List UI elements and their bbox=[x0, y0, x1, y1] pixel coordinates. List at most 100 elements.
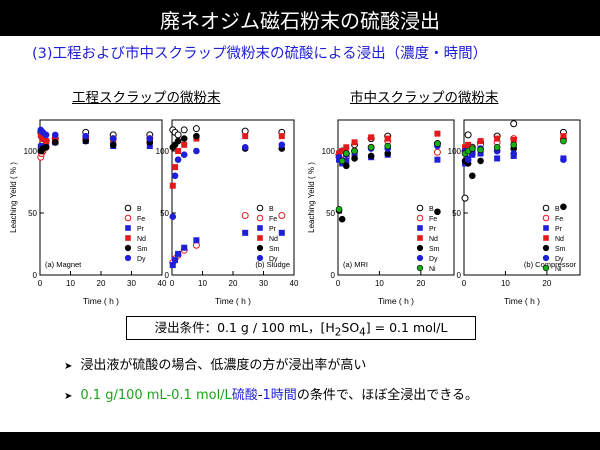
legend-marker-ni bbox=[542, 264, 550, 272]
legend-marker-fe bbox=[124, 214, 132, 222]
data-point-pr bbox=[494, 155, 501, 162]
data-point-pr bbox=[278, 229, 285, 236]
data-point-dy bbox=[510, 150, 518, 157]
y-axis-label: Leaching Yeild ( % ) bbox=[9, 162, 18, 233]
data-point-nd bbox=[384, 135, 391, 142]
x-tick-label: 10 bbox=[501, 279, 510, 288]
legend-label-ni: Ni bbox=[555, 266, 562, 273]
legend-marker-ni bbox=[416, 264, 424, 272]
y-tick-label: 0 bbox=[331, 271, 336, 280]
data-point-ni bbox=[351, 147, 358, 155]
data-point-nd bbox=[343, 144, 350, 151]
bullet-2-time: 1時間 bbox=[262, 388, 297, 403]
data-point-ni bbox=[510, 141, 518, 149]
condition-sub-4: 4 bbox=[359, 326, 366, 339]
legend-label-pr: Pr bbox=[555, 226, 563, 233]
data-point-b bbox=[510, 120, 518, 128]
legend-marker-pr bbox=[543, 225, 549, 231]
x-tick-label: 0 bbox=[38, 279, 43, 288]
data-point-ni bbox=[560, 137, 567, 145]
data-point-nd bbox=[477, 138, 484, 145]
legend-label-dy: Dy bbox=[137, 256, 146, 263]
condition-suffix: ] = 0.1 mol/L bbox=[365, 320, 448, 335]
x-tick-label: 20 bbox=[416, 279, 425, 288]
data-point-nd bbox=[462, 144, 469, 151]
legend-label-nd: Nd bbox=[429, 236, 438, 243]
data-point-ni bbox=[342, 150, 350, 157]
legend-label-nd: Nd bbox=[555, 236, 564, 243]
data-point-sm bbox=[434, 208, 441, 216]
x-tick-label: 30 bbox=[259, 279, 268, 288]
section-title-market-scrap: 市中スクラップの微粉末 bbox=[350, 90, 499, 106]
bullet-1: ➤ 浸出液が硫酸の場合、低濃度の方が浸出率が高い bbox=[64, 354, 366, 373]
plot-frame bbox=[337, 119, 455, 276]
condition-mid: SO bbox=[341, 320, 360, 335]
legend-marker-nd bbox=[257, 235, 263, 241]
legend-marker-dy bbox=[124, 254, 132, 262]
y-tick-label: 50 bbox=[160, 209, 169, 218]
y-tick-label: 100 bbox=[448, 147, 462, 156]
panel-label: (b) Sludge bbox=[255, 260, 290, 269]
x-tick-label: 0 bbox=[336, 279, 341, 288]
bullet-2: ➤ 0.1 g/100 mL-0.1 mol/L硫酸-1時間の条件で、ほぼ全浸出で… bbox=[64, 384, 478, 403]
legend-marker-dy bbox=[256, 254, 264, 262]
legend-label-dy: Dy bbox=[555, 256, 564, 263]
data-point-nd bbox=[465, 141, 472, 148]
data-point-b bbox=[464, 131, 472, 139]
arrow-bullet-icon: ➤ bbox=[64, 391, 73, 402]
data-point-fe bbox=[278, 211, 286, 219]
legend-label-nd: Nd bbox=[137, 236, 146, 243]
data-point-nd bbox=[560, 133, 567, 140]
bullet-2-acid: 硫酸 bbox=[231, 388, 258, 403]
x-tick-label: 10 bbox=[198, 279, 207, 288]
data-point-nd bbox=[278, 133, 285, 140]
data-point-dy bbox=[171, 172, 179, 180]
x-tick-label: 30 bbox=[127, 279, 136, 288]
data-point-b bbox=[192, 125, 200, 133]
data-point-sm bbox=[560, 203, 567, 211]
data-point-pr bbox=[175, 250, 182, 257]
x-axis-label: Time ( h ) bbox=[378, 296, 414, 306]
data-point-pr bbox=[146, 143, 153, 150]
data-point-nd bbox=[339, 148, 346, 154]
data-point-pr bbox=[172, 257, 179, 264]
legend-marker-fe bbox=[256, 214, 264, 222]
data-point-nd bbox=[40, 135, 47, 142]
y-tick-label: 50 bbox=[452, 209, 461, 218]
data-point-nd bbox=[242, 133, 249, 140]
x-tick-label: 40 bbox=[158, 279, 167, 288]
data-point-dy bbox=[560, 156, 567, 163]
legend-marker-pr bbox=[257, 225, 263, 231]
data-point-sm bbox=[193, 132, 200, 140]
data-point-dy bbox=[42, 131, 50, 139]
data-point-ni bbox=[367, 143, 375, 151]
data-point-ni bbox=[338, 157, 346, 165]
legend-marker-b bbox=[124, 204, 132, 212]
data-point-dy bbox=[82, 132, 90, 140]
data-point-dy bbox=[278, 141, 286, 149]
arrow-bullet-icon: ➤ bbox=[64, 361, 73, 372]
legend-label-fe: Fe bbox=[269, 216, 277, 223]
data-point-sm bbox=[342, 162, 350, 170]
legend-marker-dy bbox=[416, 254, 424, 262]
data-point-sm bbox=[367, 152, 375, 160]
legend-label-fe: Fe bbox=[555, 216, 563, 223]
legend-marker-sm bbox=[542, 244, 550, 252]
y-tick-label: 0 bbox=[165, 271, 170, 280]
data-point-b bbox=[180, 126, 188, 134]
data-point-pr bbox=[343, 157, 350, 164]
data-point-sm bbox=[468, 172, 476, 180]
chart-panel-4: 0 10 20 0 50 100 Time ( h ) (b) Compressor B Fe Pr… bbox=[448, 119, 581, 306]
data-point-nd bbox=[494, 135, 501, 142]
legend-marker-pr bbox=[417, 225, 423, 231]
condition-sub-2: 2 bbox=[334, 326, 342, 339]
x-axis-label: Time ( h ) bbox=[83, 296, 119, 306]
data-point-ni bbox=[384, 142, 392, 150]
data-point-dy bbox=[180, 151, 188, 159]
y-axis-label: Leaching Yeild ( % ) bbox=[307, 162, 316, 233]
bullet-2-condition: 0.1 g/100 mL-0.1 mol/L bbox=[80, 388, 232, 403]
legend-marker-dy bbox=[542, 254, 550, 262]
legend-marker-sm bbox=[416, 244, 424, 252]
